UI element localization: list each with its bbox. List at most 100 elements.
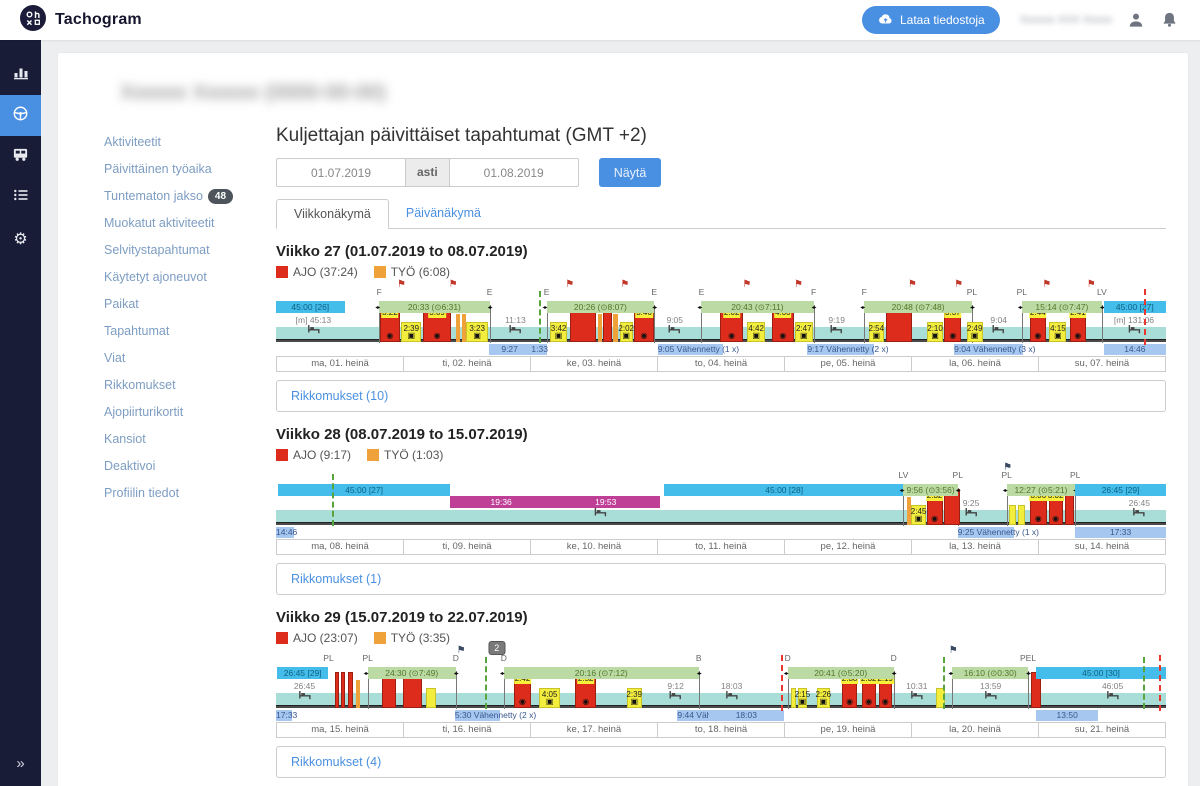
chart-duty-span: 9:56 (⊙3:56) xyxy=(899,484,960,497)
chart-break-icon: ▣ xyxy=(554,331,563,340)
chart-span-boundary-line xyxy=(787,671,789,709)
rail-item-settings[interactable]: ⚙ xyxy=(0,218,41,259)
chart-border-letter: LV xyxy=(898,470,909,480)
collapse-sidebar-button[interactable]: » xyxy=(16,755,25,772)
chart-border-letter: PL xyxy=(323,653,334,663)
day-cell: ke, 10. heinä xyxy=(531,540,658,554)
block-duration-label: 2:49 xyxy=(966,324,983,333)
show-button[interactable]: Näytä xyxy=(598,158,662,187)
chart-break-icon: ▣ xyxy=(407,331,416,340)
chart-span-boundary-line xyxy=(455,671,457,709)
bed-rest-icon xyxy=(721,691,742,702)
day-cell: ma, 01. heinä xyxy=(277,357,404,371)
chart-border-letter: F xyxy=(376,287,382,297)
rest-duration-text: 9:25 xyxy=(962,498,980,508)
sidebar-item-ajopiirturikortit[interactable]: Ajopiirturikortit xyxy=(104,399,276,426)
sidebar-item-kansiot[interactable]: Kansiot xyxy=(104,426,276,453)
violations-link[interactable]: Rikkomukset (4) xyxy=(291,755,382,769)
sidebar-item-deaktivoi[interactable]: Deaktivoi xyxy=(104,453,276,480)
legend-item-ty: TYÖ (1:03) xyxy=(367,448,443,462)
upload-files-label: Lataa tiedostoja xyxy=(899,13,985,27)
chart-duty-span: 12:27 (⊙5:21) xyxy=(1003,484,1077,497)
bed-rest-icon xyxy=(1129,508,1150,519)
chart-border-letter: D xyxy=(500,653,507,663)
sidebar-item-tapahtumat[interactable]: Tapahtumat xyxy=(104,318,276,345)
date-from-input[interactable] xyxy=(276,158,406,187)
menu-item-label: Rikkomukset xyxy=(104,378,176,392)
sidebar-item-paikat[interactable]: Paikat xyxy=(104,291,276,318)
menu-item-label: Tapahtumat xyxy=(104,324,170,338)
bed-rest-icon xyxy=(990,325,1007,336)
upload-files-button[interactable]: Lataa tiedostoja xyxy=(861,6,1000,34)
chart-duty-span: 20:43 (⊙7:11) xyxy=(697,301,816,314)
violations-link[interactable]: Rikkomukset (1) xyxy=(291,572,382,586)
menu-item-label: Ajopiirturikortit xyxy=(104,405,184,419)
sidebar-item-aktiviteetit[interactable]: Aktiviteetit xyxy=(104,129,276,156)
chart-weekly-rest-bar: 45:00 [27] xyxy=(1103,301,1166,313)
tab-viikkon-kym[interactable]: Viikkonäkymä xyxy=(276,199,389,229)
rail-item-reports[interactable] xyxy=(0,54,41,95)
legend-label: AJO (23:07) xyxy=(293,631,358,645)
chart-green-dashed-marker xyxy=(1142,657,1145,709)
notifications-bell-icon[interactable] xyxy=(1160,10,1180,30)
sidebar-item-viat[interactable]: Viat xyxy=(104,345,276,372)
chart-drive-icon: ◉ xyxy=(1052,514,1060,523)
rest-duration-text: 10:31 xyxy=(906,681,928,691)
asti-label: asti xyxy=(405,158,450,187)
sidebar-item-muokatut-aktiviteetit[interactable]: Muokatut aktiviteetit xyxy=(104,210,276,237)
chart-rest-label: 10:31 xyxy=(906,681,927,702)
day-cell: la, 06. heinä xyxy=(912,357,1039,371)
tab-p-iv-n-kym[interactable]: Päivänäkymä xyxy=(405,206,481,220)
chart-drive-icon: ◉ xyxy=(582,697,590,706)
truck-icon xyxy=(12,146,29,168)
rail-item-list[interactable] xyxy=(0,177,41,218)
chart-break-icon: ▣ xyxy=(630,697,638,706)
rail-item-vehicles[interactable] xyxy=(0,136,41,177)
rail-item-drivers[interactable] xyxy=(0,95,41,136)
chart-span-boundary-line xyxy=(1028,671,1030,709)
icon-rail: ⚙ » xyxy=(0,40,41,786)
menu-item-label: Viat xyxy=(104,351,126,365)
sidebar-item-profiilin-tiedot[interactable]: Profiilin tiedot xyxy=(104,480,276,507)
blue-flag-icon: ⚑ xyxy=(456,645,466,656)
day-cell: pe, 12. heinä xyxy=(785,540,912,554)
chart-compensation-bar: 9:04 Vähennetty (3 x) xyxy=(954,344,1036,355)
legend-label: AJO (9:17) xyxy=(293,448,352,462)
chart-span-boundary-line xyxy=(654,305,656,343)
block-duration-label: 2:02 xyxy=(618,324,634,333)
chart-green-dashed-marker xyxy=(942,657,945,709)
red-flag-icon: ⚑ xyxy=(620,279,630,290)
legend-swatch xyxy=(373,632,386,644)
chart-border-letter: D xyxy=(784,653,791,663)
menu-item-label: Selvitystapahtumat xyxy=(104,243,210,257)
bed-rest-icon xyxy=(1102,691,1123,702)
legend-item-ajo: AJO (37:24) xyxy=(276,265,358,279)
chart-weekly-rest-bar: 45:00 [30] xyxy=(1036,667,1166,679)
menu-item-label: Muokatut aktiviteetit xyxy=(104,216,215,230)
sidebar-item-rikkomukset[interactable]: Rikkomukset xyxy=(104,372,276,399)
chart-drive-icon: ◉ xyxy=(949,331,957,340)
sidebar-item-k-ytetyt-ajoneuvot[interactable]: Käytetyt ajoneuvot xyxy=(104,264,276,291)
bed-rest-icon xyxy=(980,691,1001,702)
chart-break-block: 2:10 ▣ xyxy=(927,322,943,342)
chart-border-letter: E xyxy=(486,287,493,297)
menu-item-label: Tuntematon jakso xyxy=(104,189,203,203)
chart-span-boundary-line xyxy=(489,305,491,343)
violations-link[interactable]: Rikkomukset (10) xyxy=(291,389,389,403)
sidebar-item-tuntematon-jakso[interactable]: Tuntematon jakso 48 xyxy=(104,183,276,210)
date-to-input[interactable] xyxy=(448,158,579,187)
day-axis: ma, 01. heinä ti, 02. heinä ke, 03. heinä t… xyxy=(276,356,1166,372)
chart-work-block xyxy=(598,314,602,342)
legend-swatch xyxy=(276,266,288,278)
sidebar-item-p-ivitt-inen-ty-aika[interactable]: Päivittäinen työaika xyxy=(104,156,276,183)
red-flag-icon: ⚑ xyxy=(907,279,917,290)
chart-break-icon: ▣ xyxy=(622,331,630,340)
chart-baseline xyxy=(276,705,1166,708)
chart-duty-span: 24:30 (⊙7:49) xyxy=(364,667,458,680)
sidebar-item-selvitystapahtumat[interactable]: Selvitystapahtumat xyxy=(104,237,276,264)
chart-break-icon: ▣ xyxy=(872,331,881,340)
user-profile-icon[interactable] xyxy=(1126,10,1146,30)
chart-work-block xyxy=(462,314,467,342)
